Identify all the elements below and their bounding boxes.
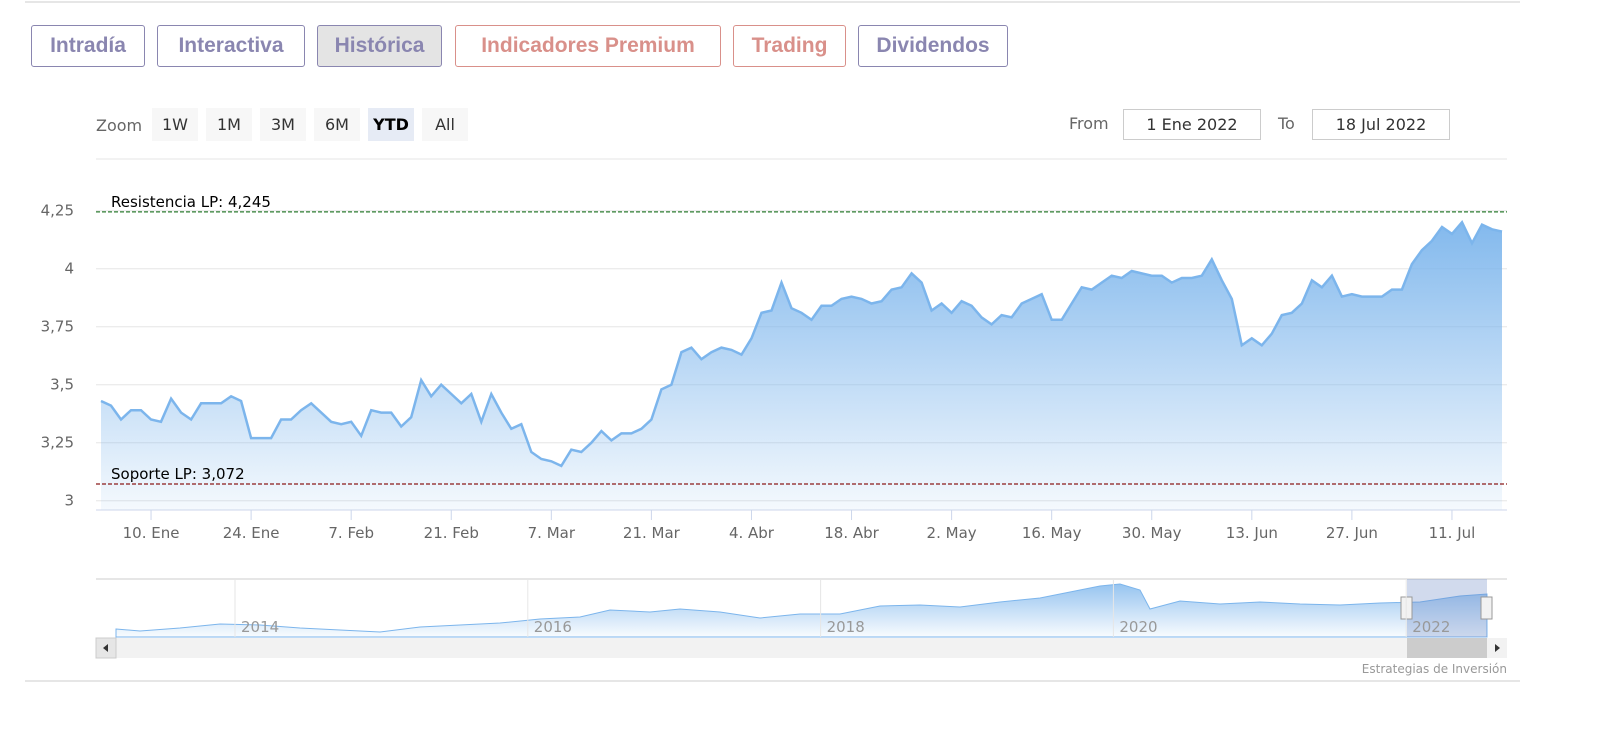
navigator-year: 2022 — [1412, 618, 1450, 636]
scrollbar-track — [96, 638, 1507, 658]
x-tick-label: 7. Feb — [328, 524, 374, 542]
y-tick-label: 4 — [64, 260, 74, 278]
from-label: From — [1069, 114, 1109, 133]
navigator-series — [115, 583, 1488, 638]
tab[interactable]: Histórica — [317, 25, 442, 67]
y-tick-label: 3,75 — [41, 318, 74, 336]
tab[interactable]: Interactiva — [157, 25, 305, 67]
navigator-year: 2018 — [827, 618, 865, 636]
tab[interactable]: Trading — [733, 25, 846, 67]
x-tick-label: 4. Abr — [729, 524, 775, 542]
zoom-button[interactable]: YTD — [368, 108, 414, 141]
price-line — [100, 220, 1503, 468]
x-tick-label: 18. Abr — [824, 524, 879, 542]
zoom-button[interactable]: 1M — [206, 108, 252, 141]
x-tick-label: 11. Jul — [1429, 524, 1476, 542]
navigator-year: 2020 — [1119, 618, 1157, 636]
x-tick-label: 13. Jun — [1226, 524, 1278, 542]
y-tick-label: 3,25 — [41, 434, 74, 452]
scrollbar-thumb[interactable] — [1407, 638, 1487, 658]
zoom-label: Zoom — [96, 116, 143, 135]
x-tick-label: 21. Feb — [424, 524, 479, 542]
zoom-button[interactable]: 1W — [152, 108, 198, 141]
navigator-year: 2014 — [241, 618, 279, 636]
from-input[interactable]: 1 Ene 2022 — [1123, 109, 1261, 140]
tab[interactable]: Intradía — [31, 25, 145, 67]
navigator-year: 2016 — [534, 618, 572, 636]
x-tick-label: 2. May — [927, 524, 977, 542]
to-label: To — [1278, 114, 1295, 133]
zoom-button[interactable]: 6M — [314, 108, 360, 141]
tab[interactable]: Indicadores Premium — [455, 25, 721, 67]
x-tick-label: 16. May — [1022, 524, 1082, 542]
x-tick-label: 21. Mar — [623, 524, 681, 542]
x-tick-label: 27. Jun — [1326, 524, 1378, 542]
zoom-button[interactable]: 3M — [260, 108, 306, 141]
x-tick-label: 10. Ene — [123, 524, 180, 542]
x-tick-label: 24. Ene — [223, 524, 280, 542]
navigator: 2014 2016 2018 2020 2022 — [95, 578, 1507, 659]
plot-line-label: Soporte LP: 3,072 — [111, 465, 245, 483]
y-tick-label: 3 — [64, 492, 74, 510]
arrow-right — [1495, 644, 1500, 652]
zoom-button[interactable]: All — [422, 108, 468, 141]
navigator-handle[interactable] — [1480, 596, 1493, 620]
navigator-mask — [1407, 579, 1487, 637]
to-input[interactable]: 18 Jul 2022 — [1312, 109, 1450, 140]
y-tick-label: 3,5 — [50, 376, 74, 394]
x-tick-label: 7. Mar — [528, 524, 576, 542]
area-fill — [101, 222, 1502, 511]
credits: Estrategias de Inversión — [1362, 662, 1507, 676]
plot-line-label: Resistencia LP: 4,245 — [111, 193, 271, 211]
arrow-left — [103, 644, 108, 652]
tab[interactable]: Dividendos — [858, 25, 1008, 67]
y-tick-label: 4,25 — [41, 202, 74, 220]
x-tick-label: 30. May — [1122, 524, 1182, 542]
